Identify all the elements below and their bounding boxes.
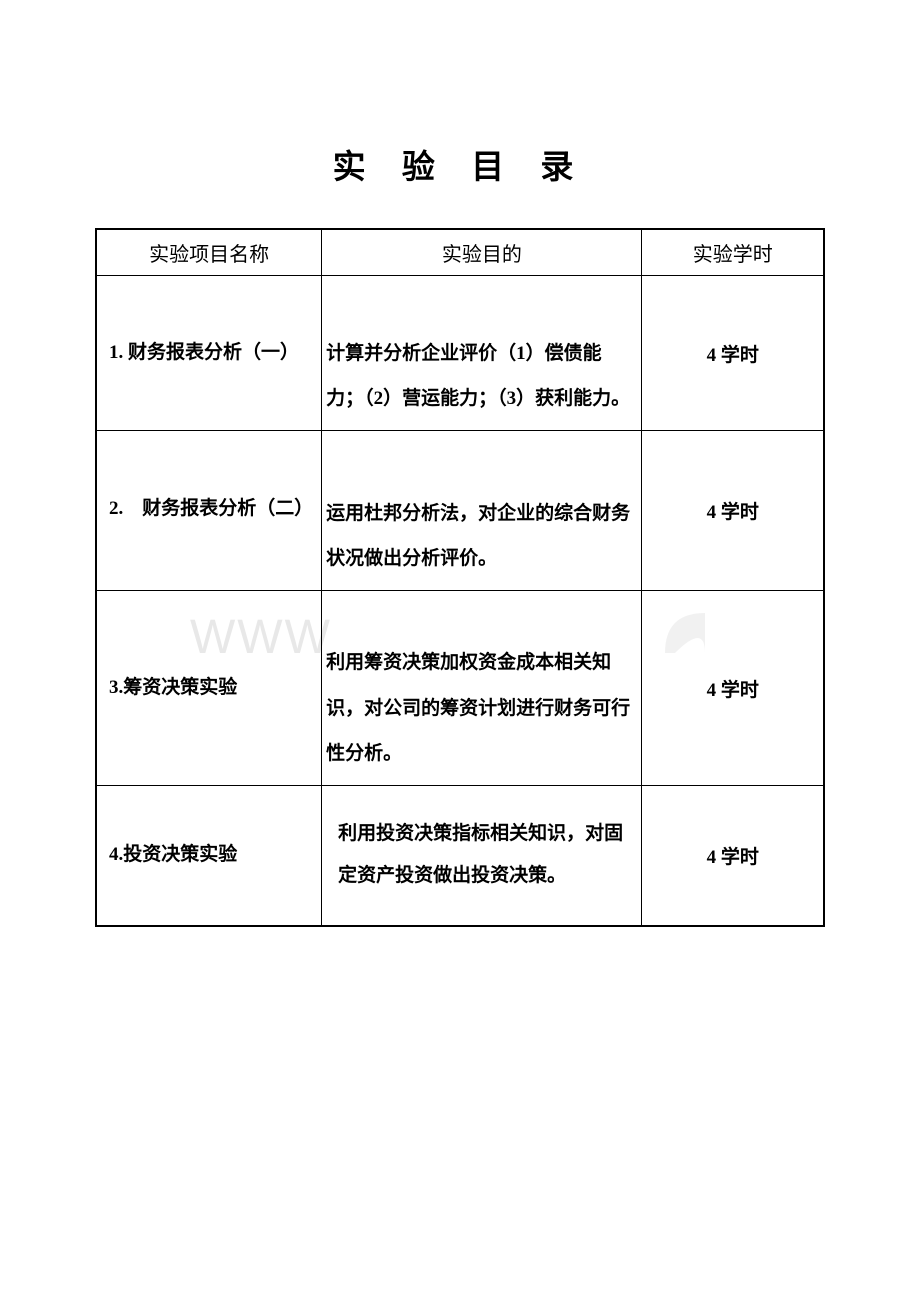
- hours-cell: 4 学时: [642, 276, 824, 431]
- hours-cell: 4 学时: [642, 786, 824, 926]
- table-row: 4.投资决策实验 利用投资决策指标相关知识，对固定资产投资做出投资决策。 4 学…: [96, 786, 824, 926]
- table-row: 1. 财务报表分析（一） 计算并分析企业评价（1）偿债能力；（2）营运能力；（3…: [96, 276, 824, 431]
- header-purpose: 实验目的: [322, 229, 642, 276]
- header-project-name: 实验项目名称: [96, 229, 322, 276]
- project-name-cell: 1. 财务报表分析（一）: [96, 276, 322, 431]
- table-row: 2. 财务报表分析（二） 运用杜邦分析法，对企业的综合财务状况做出分析评价。 4…: [96, 431, 824, 591]
- purpose-cell: 运用杜邦分析法，对企业的综合财务状况做出分析评价。: [322, 431, 642, 591]
- experiment-table: 实验项目名称 实验目的 实验学时 1. 财务报表分析（一） 计算并分析企业评价（…: [95, 228, 825, 927]
- purpose-cell: 利用投资决策指标相关知识，对固定资产投资做出投资决策。: [322, 786, 642, 926]
- page-title: 实 验 目 录: [95, 140, 825, 188]
- table-header-row: 实验项目名称 实验目的 实验学时: [96, 229, 824, 276]
- header-hours: 实验学时: [642, 229, 824, 276]
- purpose-cell: 计算并分析企业评价（1）偿债能力；（2）营运能力；（3）获利能力。: [322, 276, 642, 431]
- hours-cell: 4 学时: [642, 591, 824, 786]
- project-name-cell: 3.筹资决策实验: [96, 591, 322, 786]
- table-row: 3.筹资决策实验 利用筹资决策加权资金成本相关知识，对公司的筹资计划进行财务可行…: [96, 591, 824, 786]
- project-name-cell: 2. 财务报表分析（二）: [96, 431, 322, 591]
- hours-cell: 4 学时: [642, 431, 824, 591]
- project-name-cell: 4.投资决策实验: [96, 786, 322, 926]
- purpose-cell: 利用筹资决策加权资金成本相关知识，对公司的筹资计划进行财务可行性分析。: [322, 591, 642, 786]
